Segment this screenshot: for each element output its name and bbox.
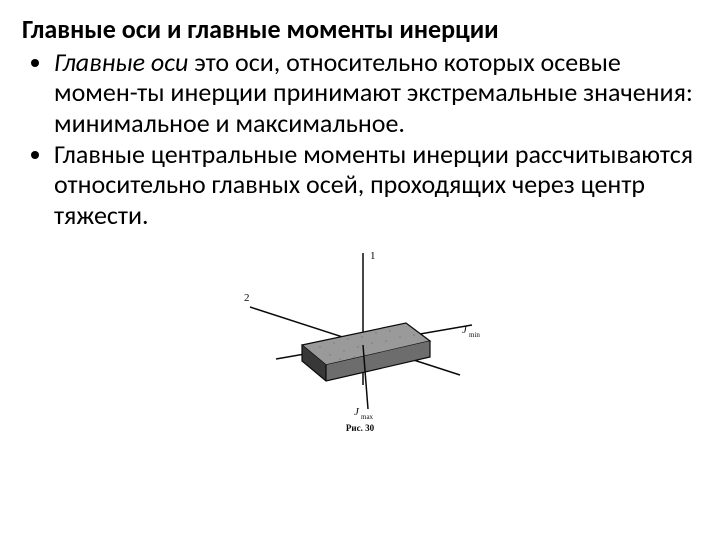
inertia-figure: 1 2 J min J max Рис. 30 <box>230 245 490 435</box>
list-item: Главные оси это оси, относительно которы… <box>54 47 698 139</box>
jmin-sub: min <box>469 331 480 339</box>
axis-2-label: 2 <box>244 292 250 304</box>
figure-caption: Рис. 30 <box>346 423 375 433</box>
jmax-sub: max <box>361 413 374 421</box>
bullet-italic: Главные оси <box>54 46 194 78</box>
axis-1-label: 1 <box>370 250 376 262</box>
page-title: Главные оси и главные моменты инерции <box>22 14 698 45</box>
bullet-list: Главные оси это оси, относительно которы… <box>22 47 698 231</box>
bullet-text: Главные центральные моменты инерции расс… <box>54 138 693 231</box>
list-item: Главные центральные моменты инерции расс… <box>54 139 698 231</box>
